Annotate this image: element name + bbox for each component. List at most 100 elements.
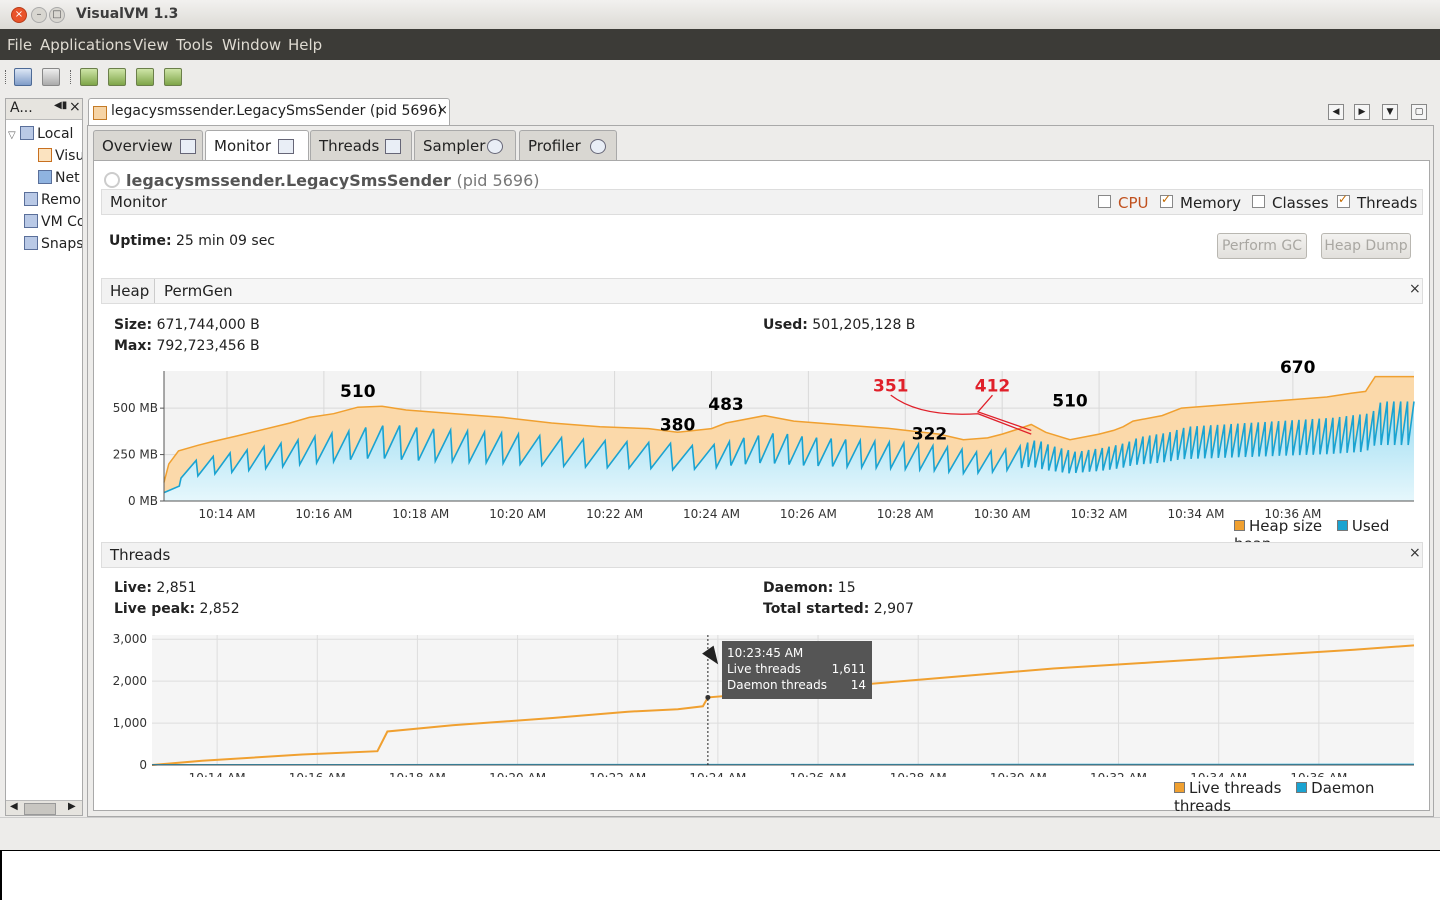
- heap-x-tick-label: 10:26 AM: [780, 507, 837, 519]
- java-app-icon: [93, 106, 107, 120]
- checkbox-box: [1160, 192, 1173, 208]
- open-icon[interactable]: [14, 68, 32, 86]
- menu-help[interactable]: Help: [288, 36, 323, 54]
- window-minimize-icon[interactable]: –: [31, 7, 47, 23]
- close-heap-chart-icon[interactable]: ×: [1409, 281, 1421, 297]
- legend-daemon-threads: Daemon threads: [1174, 779, 1375, 815]
- threads-x-tick-label: 10:16 AM: [289, 771, 346, 777]
- cpu-checkbox[interactable]: CPU: [1098, 194, 1149, 212]
- threads-live: Live: 2,851: [114, 580, 197, 596]
- scroll-tabs-left-icon[interactable]: ◀: [1328, 104, 1344, 120]
- threads-total-started: Total started: 2,907: [763, 601, 914, 617]
- window-titlebar: × – □ VisualVM 1.3: [0, 0, 1440, 30]
- close-pane-icon[interactable]: ×: [69, 99, 81, 115]
- minimize-pane-icon[interactable]: ◀▮: [54, 100, 68, 111]
- menu-applications[interactable]: Applications: [40, 36, 132, 54]
- annotation-arrow-412: [976, 394, 1032, 432]
- checkbox-box: [1337, 192, 1350, 208]
- window-close-icon[interactable]: ×: [11, 7, 27, 23]
- scroll-left-icon[interactable]: ◀: [10, 801, 18, 812]
- heap-x-tick-label: 10:24 AM: [683, 507, 740, 519]
- threads-checkbox[interactable]: Threads: [1337, 192, 1417, 212]
- threads-icon: [385, 139, 401, 154]
- document-tab-label: legacysmssender.LegacySmsSender (pid 569…: [111, 103, 443, 119]
- desktop-area: [0, 850, 1440, 900]
- monitor-title: Monitor: [110, 193, 168, 211]
- tooltip-time: 10:23:45 AM: [727, 646, 804, 660]
- threads-section-header: Threads ×: [101, 542, 1423, 568]
- scroll-tabs-right-icon[interactable]: ▶: [1354, 104, 1370, 120]
- heap-annotation-label: 670: [1280, 359, 1316, 378]
- netbeans-icon: [38, 170, 52, 184]
- tree-item-snapshots[interactable]: Snaps: [24, 236, 82, 252]
- monitor-section-header: Monitor CPU Memory Classes Threads: [101, 189, 1423, 215]
- tree-item-visualvm[interactable]: Visu: [38, 148, 82, 164]
- horizontal-scrollbar[interactable]: ◀ ▶: [6, 800, 82, 815]
- uptime: Uptime: 25 min 09 sec: [109, 233, 275, 249]
- add-snapshot-icon[interactable]: [164, 68, 182, 86]
- heap-size-line: [163, 375, 1414, 483]
- main-area: A... ◀▮ × ▽ Local Visu Net Remo VM Co Sn…: [0, 94, 1440, 850]
- memory-checkbox[interactable]: Memory: [1160, 192, 1241, 212]
- show-opened-documents-icon[interactable]: ▼: [1382, 104, 1398, 120]
- heap-x-tick-label: 10:20 AM: [489, 507, 546, 519]
- heap-used: Used: 501,205,128 B: [763, 317, 916, 333]
- add-core-dump-icon[interactable]: [136, 68, 154, 86]
- heap-annotation-label: 412: [975, 376, 1011, 396]
- add-jmx-icon[interactable]: [80, 68, 98, 86]
- snapshot-icon: [24, 236, 38, 250]
- maximize-window-icon[interactable]: ▢: [1411, 104, 1427, 120]
- menu-window[interactable]: Window: [222, 36, 282, 54]
- status-bar: [0, 817, 1440, 851]
- tab-sampler[interactable]: Sampler: [414, 130, 516, 161]
- legend-live-threads: Live threads: [1174, 779, 1281, 797]
- scrollbar-thumb[interactable]: [24, 803, 56, 815]
- heap-dump-button[interactable]: Heap Dump: [1321, 233, 1411, 259]
- window-maximize-icon[interactable]: □: [49, 7, 65, 23]
- applications-pane-header: A... ◀▮ ×: [6, 99, 82, 120]
- heap-x-tick-label: 10:22 AM: [586, 507, 643, 519]
- applications-pane-title[interactable]: A...: [10, 100, 33, 116]
- tab-permgen[interactable]: PermGen: [164, 282, 233, 300]
- sampler-icon: [487, 139, 503, 154]
- heap-section-header: Heap PermGen ×: [101, 278, 1423, 304]
- heap-x-tick-label: 10:28 AM: [877, 507, 934, 519]
- checkbox-box: [1252, 195, 1265, 208]
- heap-y-tick-label: 250 MB: [113, 448, 158, 462]
- threads-x-tick-label: 10:24 AM: [689, 771, 746, 777]
- used-heap-line: [163, 401, 1415, 494]
- close-threads-chart-icon[interactable]: ×: [1409, 545, 1421, 561]
- heap-max: Max: 792,723,456 B: [114, 338, 260, 354]
- threads-x-tick-label: 10:32 AM: [1090, 771, 1147, 777]
- tab-overview[interactable]: Overview: [93, 130, 203, 161]
- tab-heap[interactable]: Heap: [102, 279, 155, 303]
- document-tab[interactable]: legacysmssender.LegacySmsSender (pid 569…: [88, 98, 450, 126]
- heap-chart[interactable]: 10:14 AM 10:16 AM 10:18 AM 10:20 AM 10:22 AM…: [94, 359, 1424, 519]
- tooltip-live-value: 1,611: [831, 662, 866, 676]
- menu-file[interactable]: File: [7, 36, 33, 54]
- threads-y-tick-label: 1,000: [113, 716, 147, 730]
- toolbar: [0, 60, 1440, 95]
- tree-item-remote[interactable]: Remo: [24, 192, 82, 208]
- save-icon[interactable]: [42, 68, 60, 86]
- heap-annotation-label: 510: [340, 382, 376, 402]
- tree-item-local[interactable]: ▽ Local: [8, 126, 74, 142]
- scroll-right-icon[interactable]: ▶: [68, 801, 76, 812]
- menu-view[interactable]: View: [133, 36, 169, 54]
- add-remote-host-icon[interactable]: [108, 68, 126, 86]
- threads-tooltip: 10:23:45 AM Live threads 1,611 Daemon th…: [722, 641, 872, 699]
- heap-annotation-label: 351: [873, 376, 909, 396]
- perform-gc-button[interactable]: Perform GC: [1217, 233, 1307, 259]
- tree-item-netbeans[interactable]: Net: [38, 170, 82, 186]
- close-tab-icon[interactable]: ×: [437, 103, 448, 118]
- classes-checkbox[interactable]: Classes: [1252, 194, 1329, 212]
- heap-y-tick-label: 500 MB: [113, 401, 158, 415]
- tree-item-vm-coredumps[interactable]: VM Co: [24, 214, 82, 230]
- tab-profiler[interactable]: Profiler: [519, 130, 617, 161]
- tab-monitor[interactable]: Monitor: [205, 130, 309, 162]
- tab-threads[interactable]: Threads: [310, 130, 412, 161]
- threads-y-tick-label: 0: [139, 758, 147, 772]
- threads-x-tick-label: 10:30 AM: [990, 771, 1047, 777]
- overview-icon: [180, 139, 196, 154]
- menu-tools[interactable]: Tools: [176, 36, 213, 54]
